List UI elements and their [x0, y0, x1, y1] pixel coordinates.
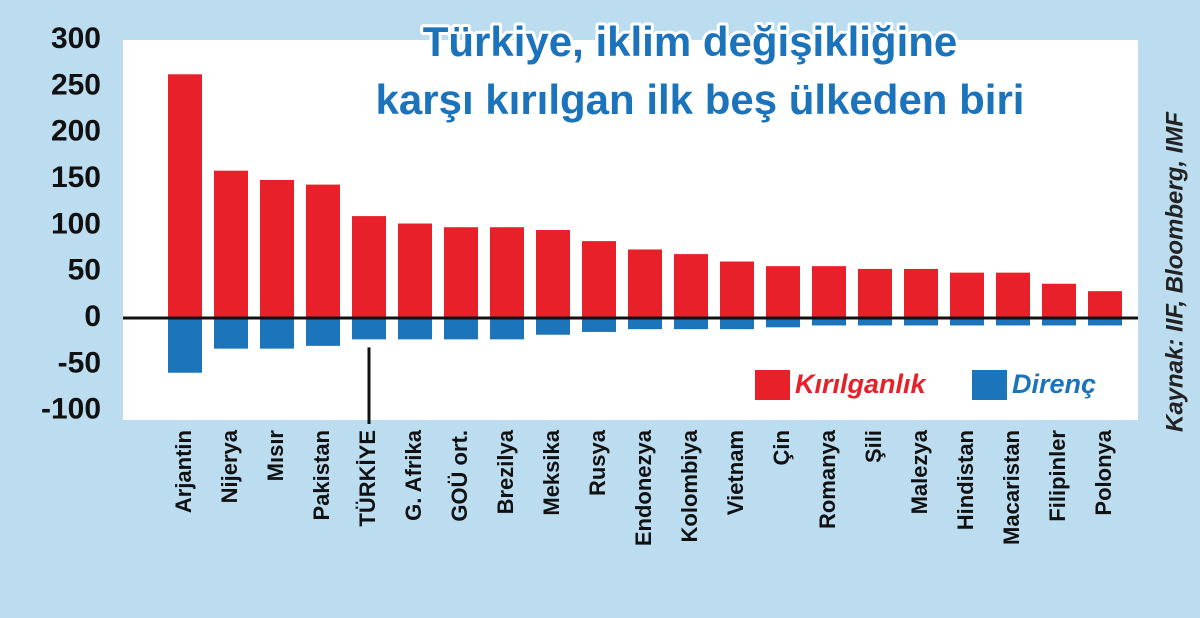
bar — [490, 227, 524, 319]
bar — [398, 223, 432, 319]
bar — [628, 249, 662, 319]
bar — [950, 272, 984, 319]
bar — [168, 74, 202, 319]
x-tick-label: GOÜ ort. — [447, 430, 472, 522]
y-tick-label: 200 — [51, 115, 101, 148]
x-tick-label: G. Afrika — [401, 429, 426, 521]
bar — [766, 318, 800, 328]
x-tick-label: Arjantin — [171, 430, 196, 513]
bar — [306, 184, 340, 319]
y-tick-label: -50 — [58, 346, 101, 379]
x-tick-label: Filipinler — [1045, 430, 1070, 522]
chart-title: karşı kırılgan ilk beş ülkeden biri — [376, 76, 1025, 123]
bar — [398, 318, 432, 340]
bar — [536, 230, 570, 319]
bar — [260, 179, 294, 319]
source-note: Kaynak: IIF, Bloomberg, IMF — [1161, 111, 1188, 432]
bar — [858, 268, 892, 319]
bar — [1042, 318, 1076, 326]
x-tick-label: Kolombiya — [677, 429, 702, 542]
bar — [214, 170, 248, 319]
bar — [168, 318, 202, 373]
y-tick-label: -100 — [41, 393, 101, 426]
y-tick-label: 50 — [68, 254, 101, 287]
x-tick-label: Şili — [861, 430, 886, 463]
bar — [720, 261, 754, 319]
y-tick-label: 250 — [51, 68, 101, 101]
bar — [536, 318, 570, 335]
bar — [904, 318, 938, 326]
x-tick-label: Meksika — [539, 429, 564, 515]
bar — [858, 318, 892, 326]
bar — [352, 216, 386, 319]
x-tick-label: Macaristan — [999, 430, 1024, 545]
legend-swatch — [972, 370, 1007, 400]
bar — [720, 318, 754, 330]
bar — [306, 318, 340, 346]
legend-label: Kırılganlık — [795, 369, 928, 399]
x-tick-label: Romanya — [815, 429, 840, 529]
bar — [996, 272, 1030, 319]
x-tick-label: Malezya — [907, 429, 932, 514]
bar — [674, 318, 708, 330]
bar — [904, 268, 938, 319]
x-tick-label: Hindistan — [953, 430, 978, 530]
y-tick-label: 300 — [51, 22, 101, 55]
x-tick-label: Çin — [769, 430, 794, 465]
bar — [674, 254, 708, 319]
bar — [766, 266, 800, 319]
chart-title: Türkiye, iklim değişikliğine — [423, 18, 958, 65]
bar — [812, 318, 846, 326]
x-tick-label: Brezilya — [493, 429, 518, 514]
bar — [628, 318, 662, 330]
legend-swatch — [755, 370, 790, 400]
bar — [1088, 291, 1122, 319]
x-tick-label: Polonya — [1091, 429, 1116, 515]
bar — [582, 318, 616, 332]
x-tick-label: Mısır — [263, 430, 288, 482]
y-tick-label: 100 — [51, 207, 101, 240]
bar — [444, 318, 478, 340]
x-tick-label: Nijerya — [217, 429, 242, 503]
bar — [352, 318, 386, 340]
bar — [582, 241, 616, 319]
x-tick-label: Pakistan — [309, 430, 334, 521]
bar — [444, 227, 478, 319]
legend-label: Direnç — [1012, 369, 1096, 399]
bar — [996, 318, 1030, 326]
bar — [260, 318, 294, 349]
bar — [1088, 318, 1122, 326]
bar — [214, 318, 248, 349]
x-tick-label: Vietnam — [723, 430, 748, 515]
x-tick-label: Endonezya — [631, 429, 656, 546]
x-tick-label: Rusya — [585, 429, 610, 496]
bar — [950, 318, 984, 326]
y-tick-label: 150 — [51, 161, 101, 194]
bar — [812, 266, 846, 319]
x-tick-label: TÜRKİYE — [355, 430, 380, 527]
y-tick-label: 0 — [84, 300, 101, 333]
bar — [1042, 283, 1076, 319]
bar — [490, 318, 524, 340]
